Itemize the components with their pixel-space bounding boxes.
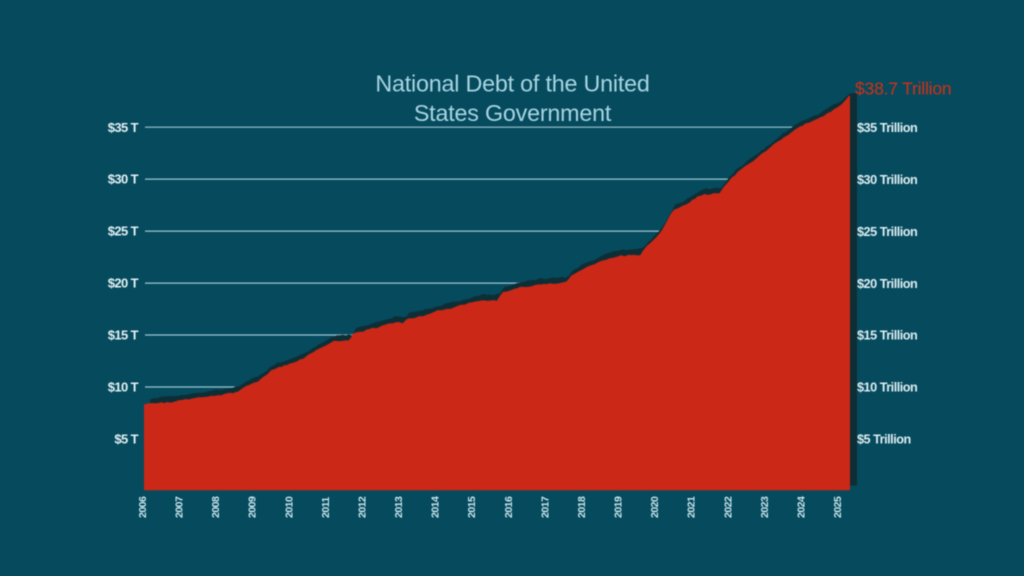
svg-text:2023: 2023 [759,496,771,518]
svg-text:$30 T: $30 T [108,172,139,187]
svg-text:2020: 2020 [649,496,661,518]
svg-text:$38.7 Trillion: $38.7 Trillion [855,79,951,99]
svg-text:2015: 2015 [466,496,478,518]
svg-text:$25 T: $25 T [108,224,139,239]
svg-text:2011: 2011 [320,497,332,518]
svg-text:2016: 2016 [503,496,515,518]
svg-text:2009: 2009 [247,496,259,518]
svg-text:2019: 2019 [613,496,625,518]
svg-text:$35 Trillion: $35 Trillion [857,121,917,135]
svg-text:$10 Trillion: $10 Trillion [857,381,917,395]
svg-text:National Debt of the United: National Debt of the United [375,71,649,97]
svg-text:2006: 2006 [137,496,149,518]
svg-text:2021: 2021 [686,496,698,518]
svg-text:$15 T: $15 T [108,328,139,343]
svg-text:2007: 2007 [174,496,186,518]
svg-text:$35 T: $35 T [108,120,139,135]
svg-text:$15 Trillion: $15 Trillion [857,329,917,343]
svg-text:$30 Trillion: $30 Trillion [857,173,917,187]
svg-text:States Government: States Government [414,100,612,126]
svg-text:2018: 2018 [576,496,588,518]
svg-text:$25 Trillion: $25 Trillion [857,225,917,239]
svg-text:$10 T: $10 T [108,380,139,395]
svg-text:2012: 2012 [357,496,369,518]
svg-text:2022: 2022 [722,496,734,518]
svg-text:2025: 2025 [832,496,844,518]
svg-text:$5 Trillion: $5 Trillion [857,433,911,447]
svg-text:2010: 2010 [283,496,295,518]
svg-text:2024: 2024 [795,496,807,518]
svg-text:2017: 2017 [539,496,551,518]
svg-text:$5 T: $5 T [114,432,138,447]
svg-text:2014: 2014 [430,496,442,518]
svg-text:2008: 2008 [210,496,222,518]
svg-text:2013: 2013 [393,496,405,518]
svg-text:$20 Trillion: $20 Trillion [857,277,917,291]
svg-text:$20 T: $20 T [108,276,139,291]
